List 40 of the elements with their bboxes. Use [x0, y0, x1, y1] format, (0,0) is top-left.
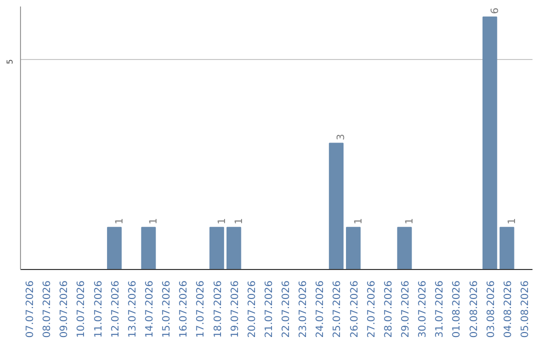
x-tick-label: 30.07.2026 [418, 280, 429, 338]
x-tick-label: 05.08.2026 [520, 280, 531, 338]
data-label: 1 [353, 218, 364, 224]
x-tick-label: 25.07.2026 [332, 280, 344, 338]
x-tick-label: 13.07.2026 [127, 280, 138, 338]
x-tick-label: 16.07.2026 [178, 280, 190, 338]
data-label: 1 [216, 218, 228, 224]
x-tick-label: 02.08.2026 [468, 280, 480, 338]
x-tick-label: 18.07.2026 [212, 280, 224, 338]
x-tick-label: 14.07.2026 [144, 280, 156, 338]
x-tick-label: 08.07.2026 [42, 280, 54, 338]
x-tick-label: 10.07.2026 [76, 280, 88, 338]
x-tick-label: 26.07.2026 [349, 280, 360, 338]
y-tick-label: 5 [6, 59, 14, 64]
x-tick-label: 24.07.2026 [315, 280, 326, 338]
x-tick-label: 03.08.2026 [486, 280, 497, 338]
x-tick-label: 21.07.2026 [264, 280, 275, 338]
x-tick-label: 09.07.2026 [59, 280, 70, 338]
x-tick-label: 01.08.2026 [452, 280, 463, 338]
x-tick-label: 28.07.2026 [383, 280, 394, 338]
x-tick-label: 31.07.2026 [434, 280, 446, 338]
x-tick-label: 27.07.2026 [366, 280, 378, 338]
data-label: 1 [234, 218, 245, 224]
x-tick-label: 17.07.2026 [196, 280, 207, 338]
x-tick-label: 15.07.2026 [162, 280, 173, 338]
x-tick-label: 11.07.2026 [93, 280, 104, 338]
data-label: 3 [336, 134, 348, 140]
x-tick-label: 22.07.2026 [281, 280, 292, 338]
data-label: 1 [148, 218, 160, 224]
x-tick-label: 12.07.2026 [110, 280, 122, 338]
data-label: 1 [506, 218, 518, 224]
data-label: 6 [490, 8, 501, 14]
x-tick-label: 19.07.2026 [230, 280, 241, 338]
x-tick-label: 23.07.2026 [298, 280, 310, 338]
data-label: 1 [404, 218, 416, 224]
x-tick-label: 07.07.2026 [25, 280, 36, 338]
x-tick-label: 04.08.2026 [502, 280, 514, 338]
data-label: 1 [114, 218, 126, 224]
x-tick-label: 20.07.2026 [246, 280, 258, 338]
x-tick-label: 29.07.2026 [400, 280, 412, 338]
